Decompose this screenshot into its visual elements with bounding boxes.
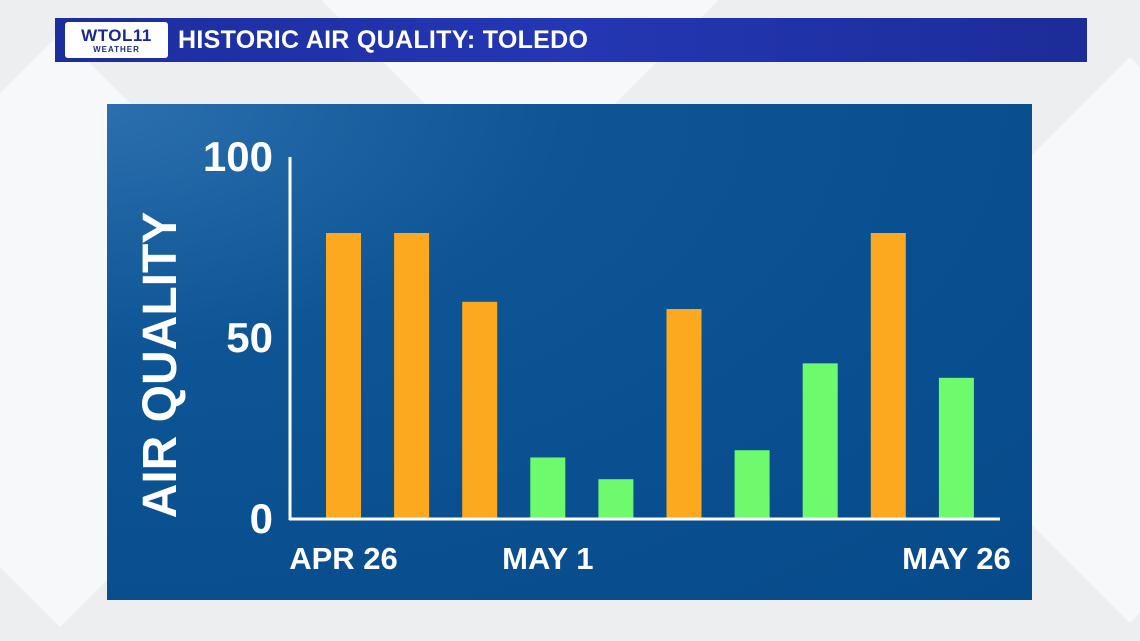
y-tick-label: 0 bbox=[250, 495, 273, 542]
y-tick-label: 50 bbox=[226, 314, 273, 361]
y-tick-label: 100 bbox=[203, 133, 273, 180]
station-logo: WTOL11 WEATHER bbox=[65, 22, 168, 58]
bar bbox=[462, 301, 498, 519]
bar bbox=[870, 233, 906, 519]
page-title: HISTORIC AIR QUALITY: TOLEDO bbox=[178, 25, 589, 54]
x-tick-label: MAY 1 bbox=[502, 541, 593, 576]
header-bar: WTOL11 WEATHER HISTORIC AIR QUALITY: TOL… bbox=[55, 18, 1087, 62]
bar bbox=[666, 309, 702, 519]
bar bbox=[734, 450, 770, 519]
x-tick-label: APR 26 bbox=[289, 541, 398, 576]
bar bbox=[598, 479, 634, 519]
bar bbox=[394, 233, 430, 519]
bar bbox=[530, 457, 566, 519]
bar bbox=[938, 377, 974, 519]
logo-main-text: WTOL11 bbox=[81, 25, 152, 45]
bar bbox=[802, 363, 838, 519]
bar bbox=[326, 233, 361, 519]
x-tick-label: MAY 26 bbox=[902, 541, 1011, 576]
logo-sub-text: WEATHER bbox=[93, 44, 140, 54]
y-axis-label: AIR QUALITY bbox=[134, 212, 187, 519]
